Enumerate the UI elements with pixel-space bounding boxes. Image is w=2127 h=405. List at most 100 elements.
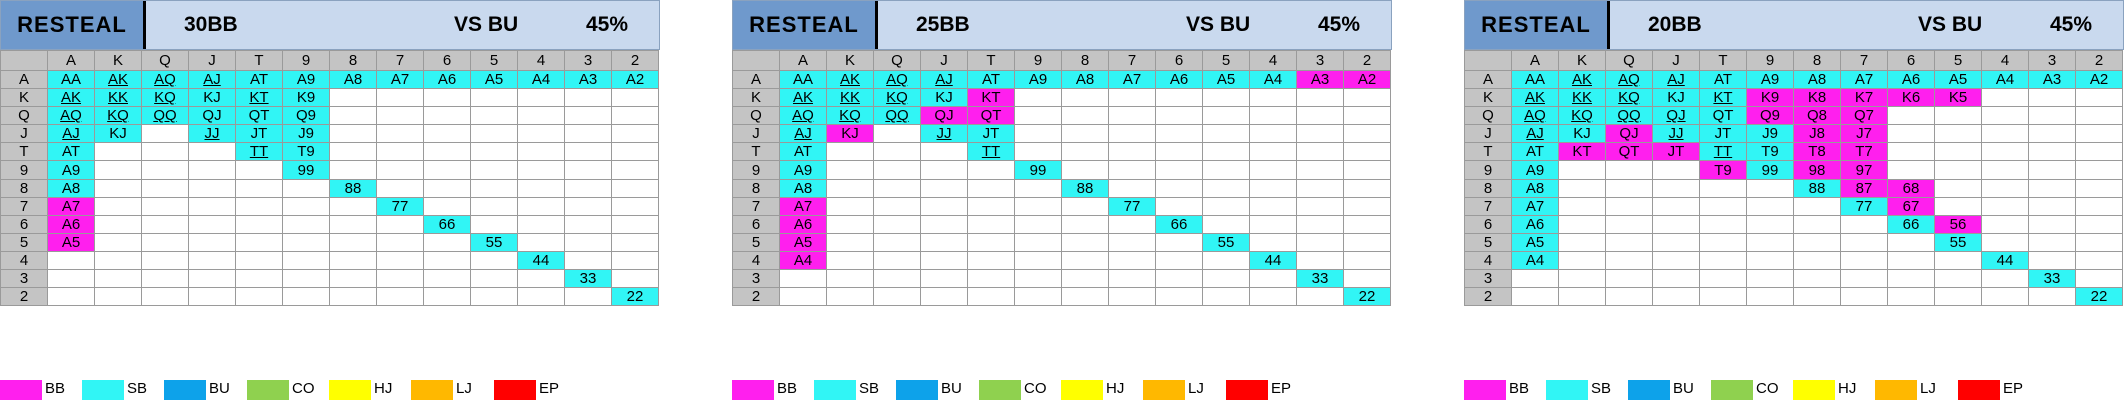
- empty-cell: [920, 178, 968, 198]
- empty-cell: [1202, 142, 1250, 162]
- legend-swatch-bu: [164, 380, 206, 400]
- legend-label-hj: HJ: [374, 380, 393, 397]
- empty-cell: [1934, 196, 1982, 216]
- hand-cell-aq: AQ: [1605, 69, 1653, 90]
- empty-cell: [188, 287, 236, 307]
- hand-cell-a4: A4: [1249, 69, 1297, 90]
- empty-cell: [1343, 124, 1391, 144]
- empty-cell: [1249, 88, 1297, 108]
- hand-cell-77: 77: [1840, 196, 1888, 216]
- empty-cell: [1061, 196, 1109, 216]
- empty-cell: [282, 196, 330, 216]
- column-header-t: T: [1699, 50, 1747, 71]
- empty-cell: [188, 214, 236, 234]
- hand-cell-33: 33: [2028, 269, 2076, 289]
- empty-cell: [1061, 214, 1109, 234]
- legend-swatch-hj: [1793, 380, 1835, 400]
- hand-cell-a4: A4: [1511, 250, 1559, 271]
- empty-cell: [517, 232, 565, 252]
- hand-cell-tt: TT: [967, 142, 1015, 162]
- empty-cell: [517, 106, 565, 126]
- hand-cell-aj: AJ: [47, 124, 95, 144]
- empty-cell: [376, 178, 424, 198]
- empty-cell: [235, 160, 283, 180]
- empty-cell: [1558, 232, 1606, 252]
- legend-label-ep: EP: [1271, 380, 1292, 397]
- empty-cell: [1605, 232, 1653, 252]
- row-header-a: A: [0, 69, 48, 90]
- hand-cell-kq: KQ: [94, 106, 142, 126]
- empty-cell: [611, 160, 659, 180]
- position-legend: BB SB BU CO HJ LJ EP: [732, 377, 1392, 403]
- empty-cell: [1155, 88, 1203, 108]
- empty-cell: [1014, 88, 1062, 108]
- column-header-8: 8: [1061, 50, 1109, 71]
- empty-cell: [1061, 160, 1109, 180]
- empty-cell: [1061, 250, 1109, 271]
- empty-cell: [2028, 178, 2076, 198]
- position-legend: BB SB BU CO HJ LJ EP: [0, 377, 660, 403]
- chart-title: RESTEAL: [1, 1, 146, 49]
- empty-cell: [517, 88, 565, 108]
- empty-cell: [2075, 232, 2123, 252]
- empty-cell: [1887, 124, 1935, 144]
- empty-cell: [611, 196, 659, 216]
- empty-cell: [1605, 160, 1653, 180]
- row-header-6: 6: [732, 214, 780, 234]
- hand-cell-qq: QQ: [1605, 106, 1653, 126]
- empty-cell: [1296, 232, 1344, 252]
- hand-cell-kj: KJ: [1558, 124, 1606, 144]
- row-header-a: A: [1464, 69, 1512, 90]
- empty-cell: [1981, 269, 2029, 289]
- legend-swatch-lj: [1143, 380, 1185, 400]
- empty-cell: [1108, 88, 1156, 108]
- empty-cell: [141, 196, 189, 216]
- empty-cell: [1605, 214, 1653, 234]
- empty-cell: [1014, 178, 1062, 198]
- hand-cell-kj: KJ: [94, 124, 142, 144]
- column-header-j: J: [920, 50, 968, 71]
- legend-swatch-sb: [82, 380, 124, 400]
- legend-swatch-ep: [1958, 380, 2000, 400]
- empty-cell: [1108, 142, 1156, 162]
- legend-swatch-co: [1711, 380, 1753, 400]
- hand-cell-99: 99: [1746, 160, 1794, 180]
- hand-cell-a2: A2: [2075, 69, 2123, 90]
- hand-cell-67: 67: [1887, 196, 1935, 216]
- column-header-k: K: [1558, 50, 1606, 71]
- empty-cell: [1887, 160, 1935, 180]
- empty-cell: [873, 287, 921, 307]
- empty-cell: [1014, 287, 1062, 307]
- empty-cell: [1014, 214, 1062, 234]
- empty-cell: [1605, 178, 1653, 198]
- empty-cell: [873, 250, 921, 271]
- empty-cell: [2075, 250, 2123, 271]
- empty-cell: [1840, 287, 1888, 307]
- empty-cell: [423, 250, 471, 271]
- hand-cell-kj: KJ: [188, 88, 236, 108]
- empty-cell: [470, 106, 518, 126]
- row-header-2: 2: [1464, 287, 1512, 307]
- empty-cell: [1746, 250, 1794, 271]
- empty-cell: [826, 250, 874, 271]
- empty-cell: [967, 160, 1015, 180]
- chart-subheader: 30BB VS BU 45%: [146, 1, 659, 49]
- empty-cell: [2028, 124, 2076, 144]
- row-header-k: K: [1464, 88, 1512, 108]
- empty-cell: [2075, 160, 2123, 180]
- empty-cell: [517, 287, 565, 307]
- column-header-8: 8: [329, 50, 377, 71]
- empty-cell: [329, 106, 377, 126]
- hand-cell-a6: A6: [1887, 69, 1935, 90]
- hand-cell-kj: KJ: [920, 88, 968, 108]
- empty-cell: [1061, 232, 1109, 252]
- hand-cell-qj: QJ: [1605, 124, 1653, 144]
- row-header-q: Q: [0, 106, 48, 126]
- empty-cell: [1652, 214, 1700, 234]
- empty-cell: [1296, 214, 1344, 234]
- hand-cell-a3: A3: [564, 69, 612, 90]
- empty-cell: [517, 196, 565, 216]
- empty-cell: [235, 178, 283, 198]
- hand-cell-k6: K6: [1887, 88, 1935, 108]
- empty-cell: [329, 124, 377, 144]
